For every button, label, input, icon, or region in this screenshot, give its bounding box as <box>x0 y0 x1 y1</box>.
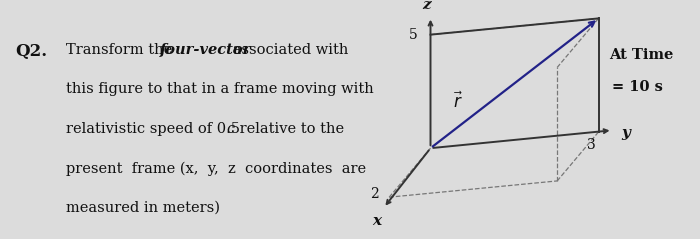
Text: Transform the: Transform the <box>66 43 177 57</box>
Text: 2: 2 <box>370 187 379 201</box>
Text: associated with: associated with <box>228 43 349 57</box>
Text: this figure to that in a frame moving with: this figure to that in a frame moving wi… <box>66 82 375 97</box>
Text: z: z <box>423 0 431 12</box>
Text: present  frame (x,  y,  z  coordinates  are: present frame (x, y, z coordinates are <box>66 161 367 176</box>
Text: x: x <box>372 214 382 228</box>
Text: measured in meters): measured in meters) <box>66 201 220 215</box>
Text: four-vector: four-vector <box>160 43 251 57</box>
Text: relative to the: relative to the <box>235 122 344 136</box>
Text: c: c <box>226 122 234 136</box>
Text: At Time: At Time <box>609 48 673 62</box>
Text: = 10 s: = 10 s <box>612 80 664 94</box>
Text: 5: 5 <box>409 28 418 42</box>
Text: y: y <box>621 126 630 140</box>
Text: relativistic speed of 0.5: relativistic speed of 0.5 <box>66 122 245 136</box>
Text: Q2.: Q2. <box>15 43 48 60</box>
Text: $\vec{r}$: $\vec{r}$ <box>454 91 463 112</box>
Text: 3: 3 <box>587 138 596 152</box>
